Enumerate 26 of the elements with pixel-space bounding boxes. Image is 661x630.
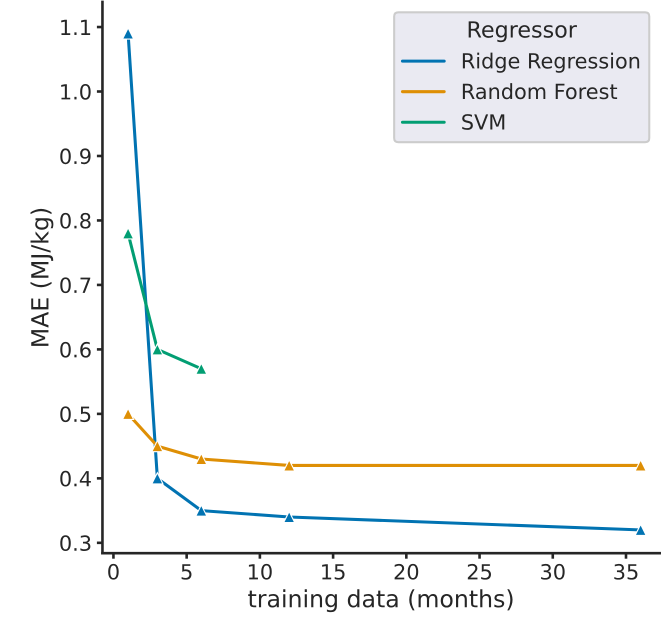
x-tick-label: 20	[394, 564, 418, 580]
point	[151, 440, 164, 452]
x-tick-label: 15	[322, 564, 345, 580]
x-tick-label: 0	[108, 564, 119, 580]
legend-label: Random Forest	[462, 83, 618, 100]
y-tick-label: 0.8	[60, 212, 91, 229]
y-axis-title: MAE (MJ/kg)	[30, 208, 54, 346]
x-tick-label: 25	[468, 564, 491, 580]
legend-title: Regressor	[468, 21, 577, 42]
y-tick-label: 0.7	[60, 277, 90, 294]
x-tick-label: 5	[182, 564, 192, 580]
x-tick-label: 10	[248, 564, 272, 580]
y-tick-label: 0.3	[60, 535, 90, 552]
legend-label: Ridge Regression	[462, 52, 640, 73]
y-tick-label: 0.6	[60, 342, 91, 358]
x-tick-label: 30	[541, 564, 565, 580]
y-tick-label: 0.9	[60, 148, 91, 164]
y-tick-label: 0.5	[60, 406, 90, 422]
point	[151, 343, 164, 356]
legend-label: SVM	[462, 114, 504, 130]
point	[151, 472, 164, 484]
y-tick-label: 1.1	[61, 20, 90, 35]
y-tick-label: 0.4	[60, 470, 91, 487]
y-tick-label: 1.0	[61, 84, 91, 100]
x-tick-label: 35	[614, 564, 638, 580]
x-axis-title: training data (months)	[248, 589, 513, 612]
